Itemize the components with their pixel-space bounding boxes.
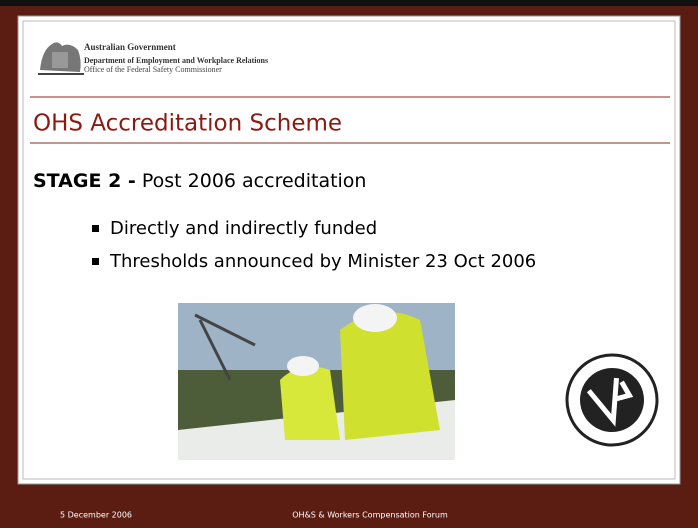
crest	[38, 42, 84, 75]
bullet	[92, 225, 99, 232]
footer-event: OH&S & Workers Compensation Forum	[292, 511, 448, 520]
stage: STAGE 2 - Post 2006 accreditation	[33, 170, 366, 192]
bullet-text: Directly and indirectly funded	[110, 218, 377, 239]
stage-text: Post 2006 accreditation	[142, 170, 367, 192]
government: Australian Government	[84, 42, 176, 52]
top-border	[0, 0, 698, 6]
bullet-text: Thresholds announced by Minister 23 Oct …	[109, 251, 536, 272]
slide-title: OHS Accreditation Scheme	[33, 111, 342, 137]
photo	[178, 303, 455, 460]
department: Department of Employment and Workplace R…	[84, 56, 268, 65]
stage-label: STAGE 2 -	[33, 170, 136, 192]
bullet	[92, 258, 99, 265]
footer-date: 5 December 2006	[60, 511, 132, 520]
office: Office of the Federal Safety Commissione…	[84, 65, 222, 74]
accreditation-badge	[565, 353, 659, 447]
